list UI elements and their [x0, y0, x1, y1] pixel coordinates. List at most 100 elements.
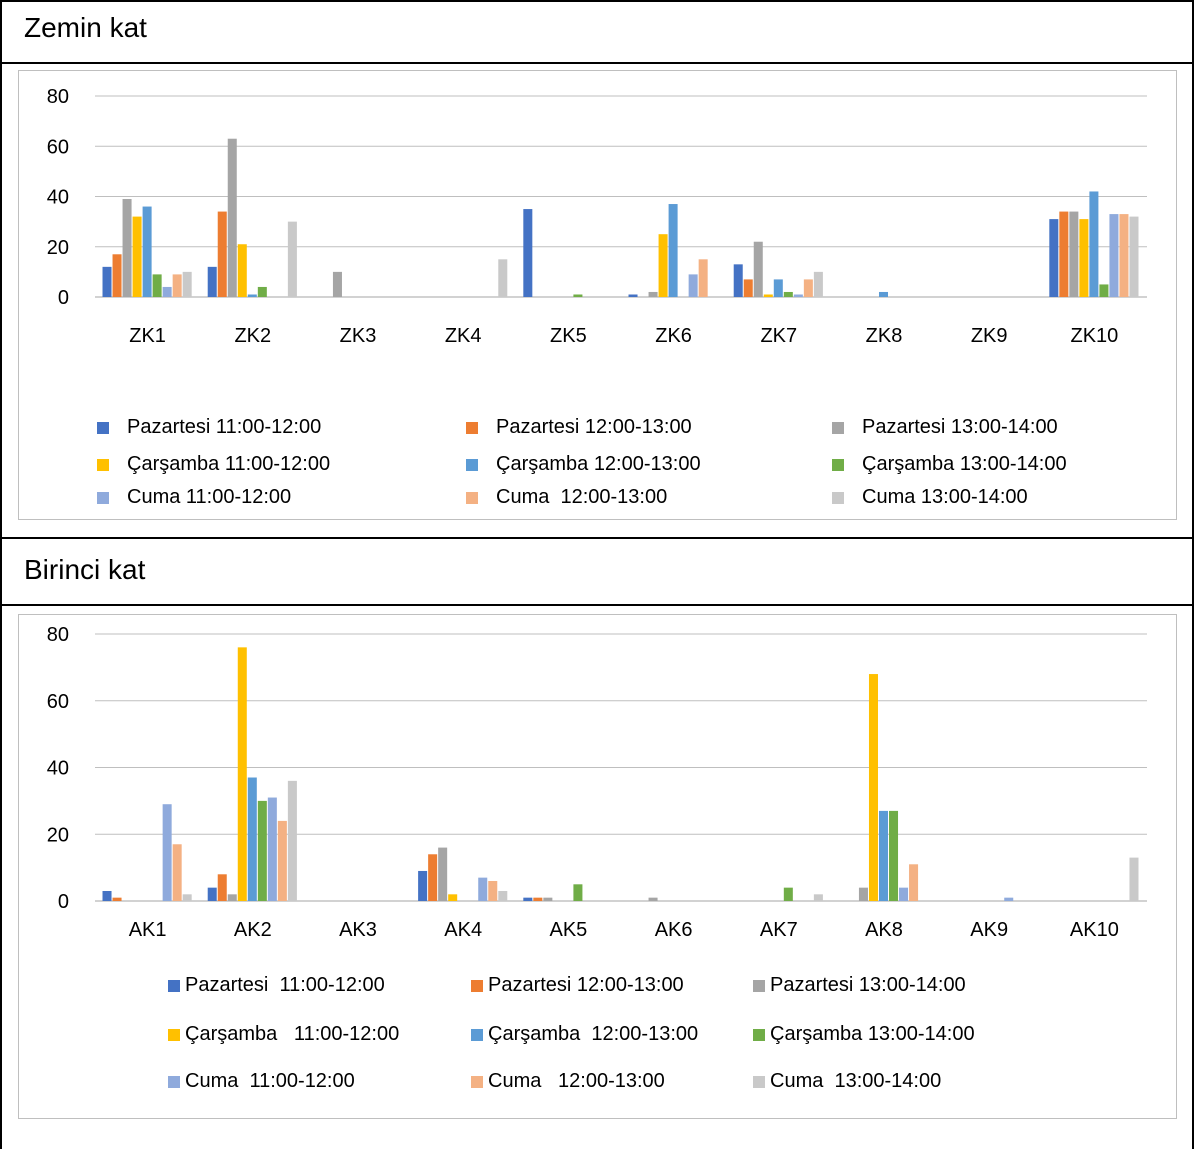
- bar: [217, 211, 227, 297]
- legend-item: Pazartesi 12:00-13:00: [466, 416, 692, 439]
- legend-label: Pazartesi 11:00-12:00: [127, 416, 322, 438]
- bar: [1079, 219, 1089, 297]
- bar: [172, 844, 182, 901]
- x-tick-label: ZK6: [655, 325, 692, 347]
- y-tick-label: 60: [47, 136, 69, 158]
- legend-swatch: [168, 1028, 180, 1041]
- bar: [668, 204, 678, 297]
- legend-swatch: [466, 491, 478, 504]
- table-border-top: [0, 0, 1194, 2]
- legend-item: Cuma 13:00-14:00: [832, 486, 1028, 509]
- bar: [803, 279, 813, 297]
- table-divider-1: [0, 62, 1194, 64]
- bar: [688, 274, 698, 297]
- x-tick-label: AK7: [760, 919, 798, 941]
- y-tick-label: 20: [47, 824, 69, 846]
- legend-swatch: [168, 1075, 180, 1088]
- bar: [573, 294, 583, 297]
- bar: [628, 294, 638, 297]
- x-tick-label: ZK5: [550, 325, 587, 347]
- x-tick-label: AK6: [655, 919, 693, 941]
- bar: [698, 259, 708, 297]
- legend-swatch: [753, 1028, 765, 1041]
- x-tick-label: ZK3: [340, 325, 377, 347]
- legend-item: Pazartesi 12:00-13:00: [471, 974, 684, 997]
- legend-item: Çarşamba 13:00-14:00: [832, 453, 1067, 476]
- first-floor-chart: 0 20 40 60 80 AK1 AK2 AK3 AK4 AK5 AK6 AK7 AK8 AK9 AK10…: [18, 614, 1177, 1119]
- y-tick-label: 40: [47, 758, 69, 780]
- x-tick-label: AK3: [339, 919, 377, 941]
- bar: [122, 199, 132, 297]
- bar: [1004, 897, 1014, 901]
- legend-swatch: [97, 458, 109, 471]
- legend-swatch: [97, 491, 109, 504]
- bar: [573, 884, 583, 901]
- bar: [277, 820, 287, 901]
- bar: [418, 870, 428, 901]
- legend-item: Çarşamba 11:00-12:00: [168, 1023, 399, 1046]
- bar: [858, 887, 868, 901]
- x-tick-label: AK8: [865, 919, 903, 941]
- legend-label: Cuma 11:00-12:00: [185, 1070, 355, 1092]
- y-tick-label: 20: [47, 237, 69, 259]
- bar: [763, 294, 773, 297]
- bar: [1089, 191, 1099, 297]
- legend-item: Cuma 12:00-13:00: [466, 486, 667, 509]
- x-tick-label: AK1: [129, 919, 167, 941]
- bar: [152, 274, 162, 297]
- legend-swatch: [832, 491, 844, 504]
- bar: [172, 274, 182, 297]
- bar: [878, 291, 889, 297]
- legend-label: Pazartesi 12:00-13:00: [496, 416, 692, 438]
- legend-item: Pazartesi 13:00-14:00: [753, 974, 966, 997]
- bar: [267, 797, 277, 901]
- x-tick-label: ZK8: [866, 325, 903, 347]
- x-tick-label: AK4: [444, 919, 482, 941]
- chart-svg: 0 20 40 60 80 ZK1 ZK2 ZK3 ZK4 ZK5 ZK6 ZK7 ZK8 ZK9 ZK10: [47, 86, 1147, 347]
- legend-swatch: [832, 421, 844, 434]
- bar: [112, 897, 122, 901]
- bar: [658, 234, 668, 297]
- section-title-first-floor: Birinci kat: [24, 554, 146, 585]
- legend-item: Çarşamba 11:00-12:00: [97, 453, 330, 476]
- bar: [227, 894, 237, 901]
- legend-label: Pazartesi 12:00-13:00: [488, 974, 684, 996]
- bar: [247, 294, 257, 297]
- bar: [523, 209, 533, 297]
- legend-swatch: [466, 421, 478, 434]
- bar: [533, 897, 543, 901]
- x-tick-label: AK10: [1070, 919, 1119, 941]
- legend-label: Cuma 12:00-13:00: [488, 1070, 665, 1092]
- bar: [783, 291, 793, 297]
- bar: [217, 874, 227, 901]
- legend-label: Pazartesi 13:00-14:00: [862, 416, 1058, 438]
- bar: [543, 897, 553, 901]
- bar: [162, 286, 172, 297]
- bar: [207, 266, 217, 297]
- y-tick-label: 0: [58, 287, 69, 309]
- legend-swatch: [832, 458, 844, 471]
- x-tick-label: ZK4: [445, 325, 482, 347]
- bar: [227, 138, 237, 297]
- legend-label: Cuma 11:00-12:00: [127, 486, 292, 508]
- bar: [1049, 219, 1059, 297]
- bar: [1129, 857, 1139, 901]
- bar: [448, 894, 458, 901]
- bar: [182, 271, 192, 298]
- bar: [182, 894, 192, 901]
- y-tick-label: 80: [47, 624, 69, 646]
- bar: [1099, 284, 1109, 297]
- x-tick-label: ZK7: [760, 325, 797, 347]
- legend-swatch: [471, 1075, 483, 1088]
- bar: [523, 897, 533, 901]
- legend-swatch: [471, 979, 483, 992]
- bar: [247, 777, 257, 901]
- bar: [1129, 216, 1139, 297]
- bar: [793, 294, 803, 297]
- bar: [488, 880, 498, 901]
- bar: [909, 864, 919, 901]
- bar: [1109, 214, 1119, 297]
- legend-item: Çarşamba 13:00-14:00: [753, 1023, 975, 1046]
- legend-swatch: [753, 979, 765, 992]
